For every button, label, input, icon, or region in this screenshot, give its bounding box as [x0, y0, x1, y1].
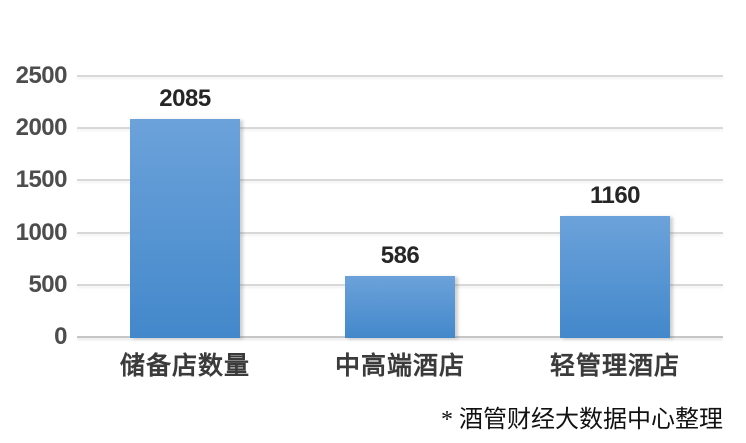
gridline [77, 75, 723, 77]
bar-value-label: 586 [380, 242, 420, 269]
y-tick-label: 1000 [15, 219, 68, 246]
category-label: 轻管理酒店 [549, 353, 680, 380]
y-tick-label: 0 [54, 323, 67, 350]
plot-area [77, 75, 723, 338]
y-tick-label: 2000 [15, 114, 68, 141]
bar-3 [560, 216, 670, 338]
gridline [77, 179, 723, 181]
bar-value-label: 1160 [589, 182, 641, 209]
y-tick-label: 500 [28, 271, 67, 298]
y-tick-label: 2500 [15, 62, 68, 89]
bar-value-label: 2085 [159, 85, 211, 112]
gridline [77, 127, 723, 129]
bar-2 [345, 276, 455, 338]
y-tick-label: 1500 [15, 166, 68, 193]
category-label: 储备店数量 [119, 353, 250, 380]
gridline [77, 232, 723, 234]
bar-1 [130, 119, 240, 338]
category-label: 中高端酒店 [334, 353, 465, 380]
source-note: * 酒管财经大数据中心整理 [441, 407, 723, 433]
